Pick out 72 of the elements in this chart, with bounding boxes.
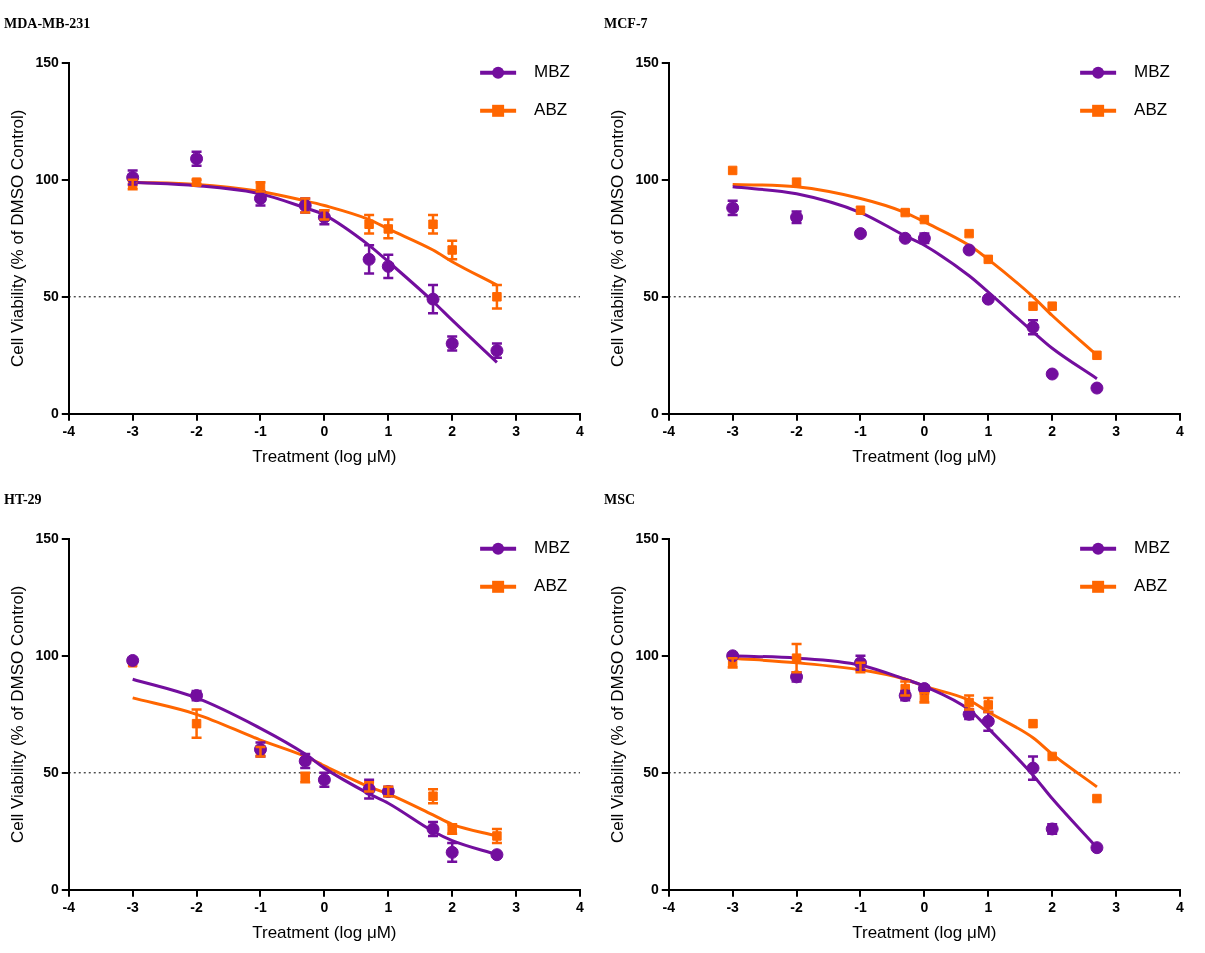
y-axis-title: Cell Viability (% of DMSO Control) bbox=[607, 585, 627, 844]
x-axis-title: Treatment (log μM) bbox=[252, 923, 397, 943]
x-tick-label: 0 bbox=[320, 423, 329, 440]
x-tick-label: -1 bbox=[854, 899, 867, 916]
x-tick-label: -3 bbox=[726, 899, 740, 916]
x-tick-label: -1 bbox=[254, 899, 267, 916]
chart-title: MDA-MB-231 bbox=[4, 16, 91, 32]
x-tick-label: 2 bbox=[448, 423, 457, 440]
x-tick-label: -3 bbox=[126, 899, 140, 916]
x-tick-label: 0 bbox=[320, 899, 329, 916]
y-tick-label: 0 bbox=[50, 404, 59, 421]
x-tick-label: 3 bbox=[1112, 423, 1121, 440]
x-tick-label: 4 bbox=[1176, 423, 1185, 440]
legend-label: MBZ bbox=[534, 62, 571, 82]
x-tick-label: 2 bbox=[448, 899, 457, 916]
x-tick-label: -1 bbox=[254, 423, 267, 440]
y-tick-label: 50 bbox=[643, 287, 659, 304]
x-tick-label: 0 bbox=[920, 899, 929, 916]
y-tick-label: 150 bbox=[35, 529, 59, 546]
x-tick-label: 0 bbox=[920, 423, 929, 440]
legend-label: ABZ bbox=[1134, 100, 1168, 120]
legend-label: MBZ bbox=[1134, 538, 1171, 558]
y-tick-label: 50 bbox=[643, 763, 659, 780]
y-tick-label: 100 bbox=[35, 646, 59, 663]
y-tick-label: 50 bbox=[43, 763, 59, 780]
y-axis-title: Cell Viability (% of DMSO Control) bbox=[607, 109, 627, 368]
y-tick-label: 0 bbox=[650, 880, 659, 897]
x-axis-title: Treatment (log μM) bbox=[252, 447, 397, 467]
y-tick-label: 0 bbox=[50, 880, 59, 897]
x-tick-label: -4 bbox=[662, 423, 676, 440]
x-tick-label: -4 bbox=[62, 899, 76, 916]
x-tick-label: 1 bbox=[384, 899, 393, 916]
x-tick-label: -2 bbox=[190, 423, 203, 440]
chart-title: MSC bbox=[604, 492, 636, 508]
y-tick-label: 100 bbox=[635, 646, 659, 663]
x-tick-label: 1 bbox=[984, 899, 993, 916]
x-tick-label: 2 bbox=[1048, 899, 1057, 916]
chart-title: HT-29 bbox=[4, 492, 42, 508]
y-tick-label: 100 bbox=[35, 170, 59, 187]
x-tick-label: 4 bbox=[1176, 899, 1185, 916]
y-axis-title: Cell Viability (% of DMSO Control) bbox=[7, 585, 27, 844]
x-axis-title: Treatment (log μM) bbox=[852, 447, 997, 467]
x-tick-label: 1 bbox=[384, 423, 393, 440]
y-tick-label: 150 bbox=[635, 529, 659, 546]
x-tick-label: -1 bbox=[854, 423, 867, 440]
x-tick-label: 3 bbox=[1112, 899, 1121, 916]
x-tick-label: -2 bbox=[790, 899, 803, 916]
x-tick-label: -3 bbox=[126, 423, 140, 440]
x-tick-label: 4 bbox=[576, 899, 585, 916]
y-tick-label: 150 bbox=[35, 53, 59, 70]
x-tick-label: 2 bbox=[1048, 423, 1057, 440]
legend-label: ABZ bbox=[534, 100, 568, 120]
x-tick-label: -4 bbox=[662, 899, 676, 916]
y-tick-label: 150 bbox=[635, 53, 659, 70]
y-tick-label: 50 bbox=[43, 287, 59, 304]
y-tick-label: 100 bbox=[635, 170, 659, 187]
x-tick-label: -2 bbox=[190, 899, 203, 916]
x-tick-label: 3 bbox=[512, 899, 521, 916]
x-axis-title: Treatment (log μM) bbox=[852, 923, 997, 943]
x-tick-label: -2 bbox=[790, 423, 803, 440]
y-axis-title: Cell Viability (% of DMSO Control) bbox=[7, 109, 27, 368]
chart-title: MCF-7 bbox=[604, 16, 648, 32]
x-tick-label: -4 bbox=[62, 423, 76, 440]
x-tick-label: 4 bbox=[576, 423, 585, 440]
legend-label: ABZ bbox=[1134, 576, 1168, 596]
y-tick-label: 0 bbox=[650, 404, 659, 421]
legend-label: MBZ bbox=[534, 538, 571, 558]
legend-label: MBZ bbox=[1134, 62, 1171, 82]
x-tick-label: -3 bbox=[726, 423, 740, 440]
legend-label: ABZ bbox=[534, 576, 568, 596]
x-tick-label: 3 bbox=[512, 423, 521, 440]
x-tick-label: 1 bbox=[984, 423, 993, 440]
